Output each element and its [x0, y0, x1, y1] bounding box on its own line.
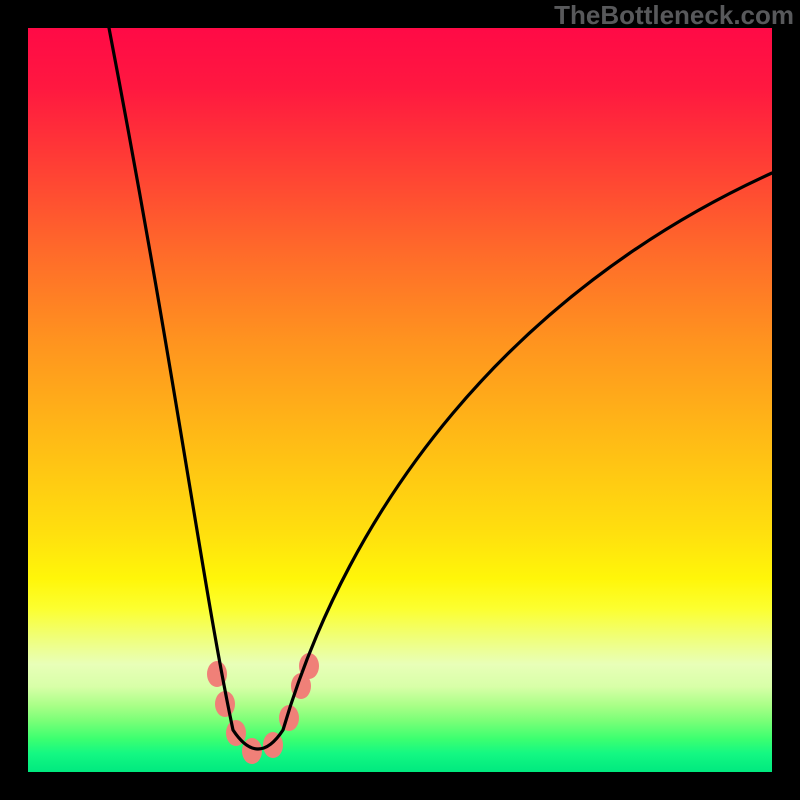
- frame-border-bottom: [0, 772, 800, 800]
- watermark-text: TheBottleneck.com: [554, 0, 794, 31]
- frame-border-right: [772, 0, 800, 800]
- frame-border-left: [0, 0, 28, 800]
- plot-svg: [28, 28, 772, 772]
- plot-area: [28, 28, 772, 772]
- gradient-background: [28, 28, 772, 772]
